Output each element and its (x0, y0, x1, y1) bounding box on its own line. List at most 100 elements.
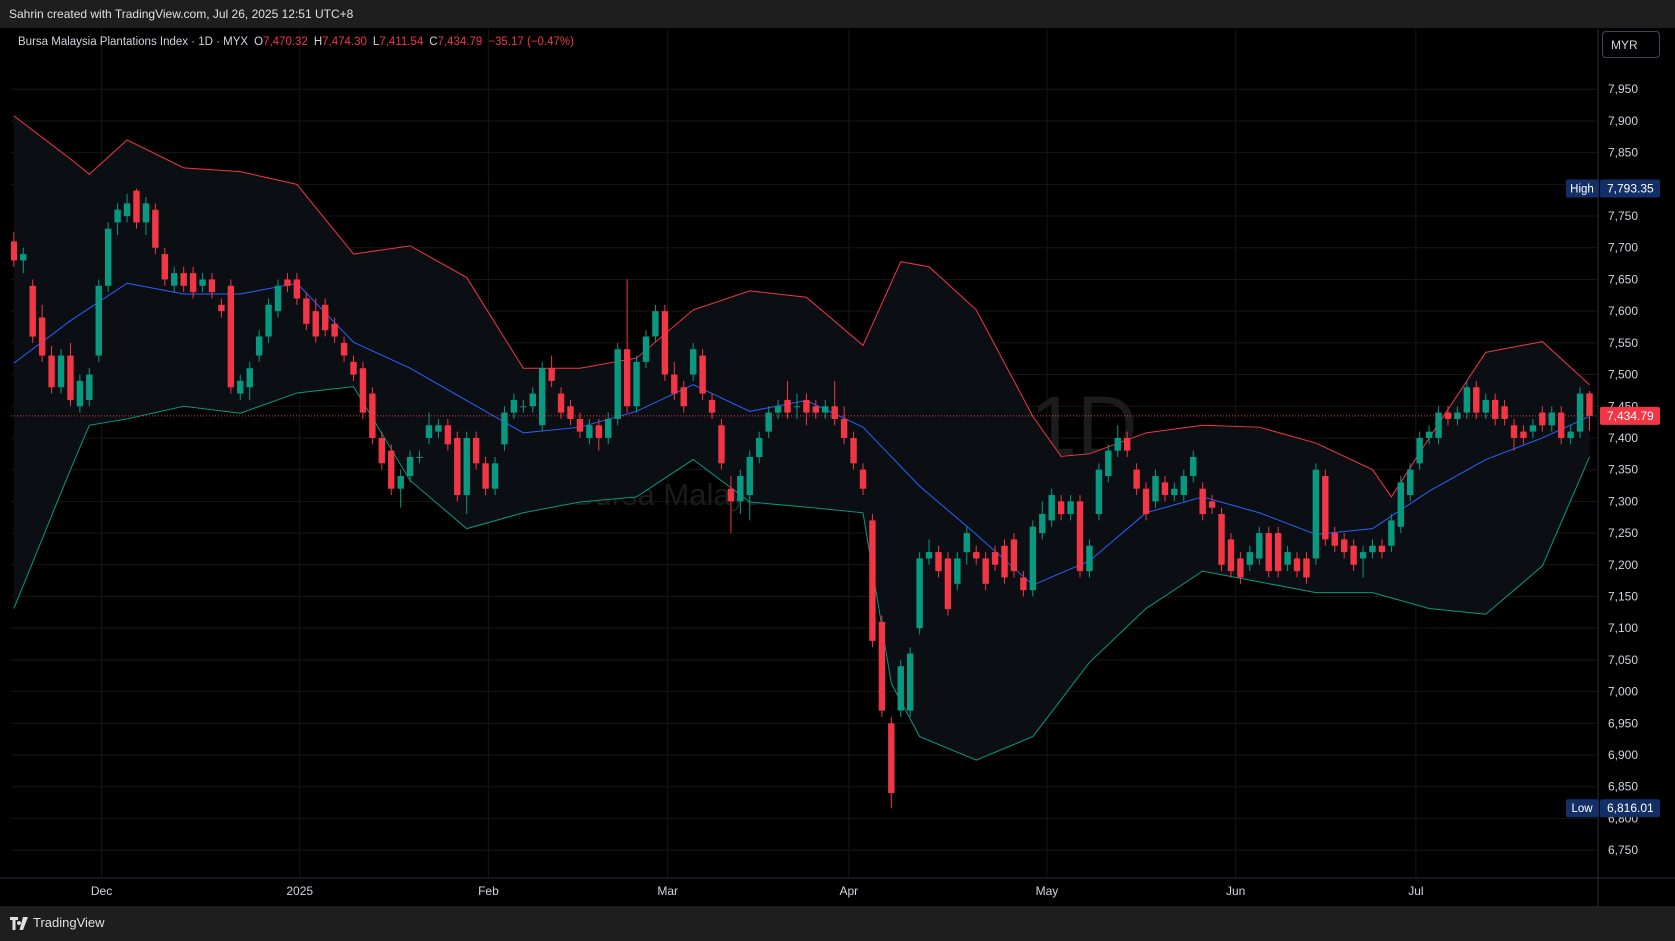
candle-body (756, 437, 763, 457)
currency-button[interactable]: MYR (1602, 31, 1660, 58)
legend-key: C (429, 36, 438, 48)
candle-body (869, 520, 876, 641)
y-tick-label: 7,900 (1608, 114, 1638, 128)
candle-body (1067, 501, 1074, 515)
candle-body (1312, 469, 1320, 559)
candle-body (520, 406, 527, 408)
legend-key: O (254, 36, 264, 48)
candle-body (95, 285, 102, 356)
y-tick-label: 6,950 (1608, 716, 1638, 730)
candle-body (1444, 412, 1452, 419)
candle-body (491, 463, 499, 489)
band-line (13, 386, 1590, 761)
y-tick-label: 7,300 (1608, 494, 1638, 508)
logo (10, 917, 28, 930)
candle-body (737, 476, 744, 502)
candle-body (20, 254, 27, 261)
candle-body (831, 406, 838, 419)
candle-body (1369, 545, 1376, 553)
candle-body (1218, 514, 1225, 565)
candle-body (133, 190, 140, 223)
candle-body (274, 285, 282, 312)
candle-body (1076, 501, 1084, 572)
candle-body (1331, 533, 1338, 546)
candle-body (803, 399, 810, 413)
candle-body (812, 406, 820, 413)
candle-body (850, 437, 857, 464)
candle-body (293, 279, 301, 299)
candle-body (1190, 456, 1197, 477)
candle-body (774, 406, 782, 413)
candle-body (255, 336, 263, 356)
candle-body (1501, 406, 1508, 419)
x-tick-label: Feb (478, 884, 499, 898)
y-tick-label: 7,700 (1608, 241, 1638, 255)
price-box (1600, 406, 1660, 425)
band-fill (13, 115, 1590, 761)
candle-body (1425, 431, 1433, 438)
candle-body (369, 393, 376, 438)
price-box (1600, 799, 1660, 818)
candle-body (1123, 437, 1131, 451)
candle-body (1350, 545, 1357, 565)
candle-body (340, 342, 348, 356)
candle-body (944, 558, 952, 610)
candle-body (237, 380, 244, 394)
legend-value: 7,470.32 (263, 36, 308, 48)
y-tick-label: 7,500 (1608, 368, 1638, 382)
y-tick-label: 7,950 (1608, 82, 1638, 96)
candle-body (1416, 437, 1423, 464)
candle-body (1397, 482, 1405, 527)
candle-body (642, 336, 650, 362)
candle-body (822, 406, 829, 413)
candle-body (925, 552, 933, 559)
x-tick-label: 2025 (286, 884, 313, 898)
candle-body (793, 406, 801, 408)
brand: TradingView (33, 915, 105, 930)
y-tick-label: 7,200 (1608, 558, 1638, 572)
candle-body (557, 393, 565, 413)
candle-body (1256, 533, 1263, 559)
candle-body (161, 254, 168, 280)
price-box (1600, 179, 1660, 198)
candle-body (1020, 577, 1027, 591)
price-value: 7,793.35 (1607, 182, 1654, 196)
candle-body (954, 558, 961, 584)
candle-body (397, 476, 404, 489)
x-tick-label: Apr (840, 884, 859, 898)
chart: PLANTATION, 1DBursa Malaysia Plantations… (0, 28, 1675, 906)
candle-body (123, 203, 131, 217)
candle-body (38, 317, 46, 356)
candle-body (689, 349, 697, 375)
candle-body (1029, 526, 1037, 591)
candle-body (67, 355, 74, 400)
symbol: Bursa Malaysia Plantations Index · 1D · … (18, 36, 249, 48)
candle-body (425, 425, 433, 438)
legend-value: 7,434.79 (437, 36, 483, 48)
candle-body (359, 368, 367, 413)
candle-body (142, 203, 150, 223)
candle-body (1482, 399, 1489, 413)
x-tick-label: Mar (657, 884, 678, 898)
candle-body (171, 273, 178, 286)
candle-body (1388, 520, 1395, 546)
x-tick-label: Dec (91, 884, 112, 898)
candle-body (1435, 412, 1442, 438)
band-line (13, 115, 1590, 498)
candle-body (114, 209, 121, 223)
candle-body (180, 273, 187, 286)
candle-body (1284, 552, 1291, 565)
candle-body (633, 361, 640, 407)
candle-body (76, 380, 84, 407)
candle-body (1208, 501, 1216, 508)
candle-body (529, 393, 536, 407)
candle-body (1039, 514, 1046, 534)
candle-body (406, 456, 414, 477)
candle-body (189, 273, 197, 293)
y-tick-label: 6,750 (1608, 843, 1638, 857)
candle-body (1359, 552, 1367, 559)
candle-body (1274, 533, 1282, 572)
candle-body (982, 558, 989, 584)
candle-body (916, 558, 923, 629)
candle-body (1105, 450, 1112, 477)
